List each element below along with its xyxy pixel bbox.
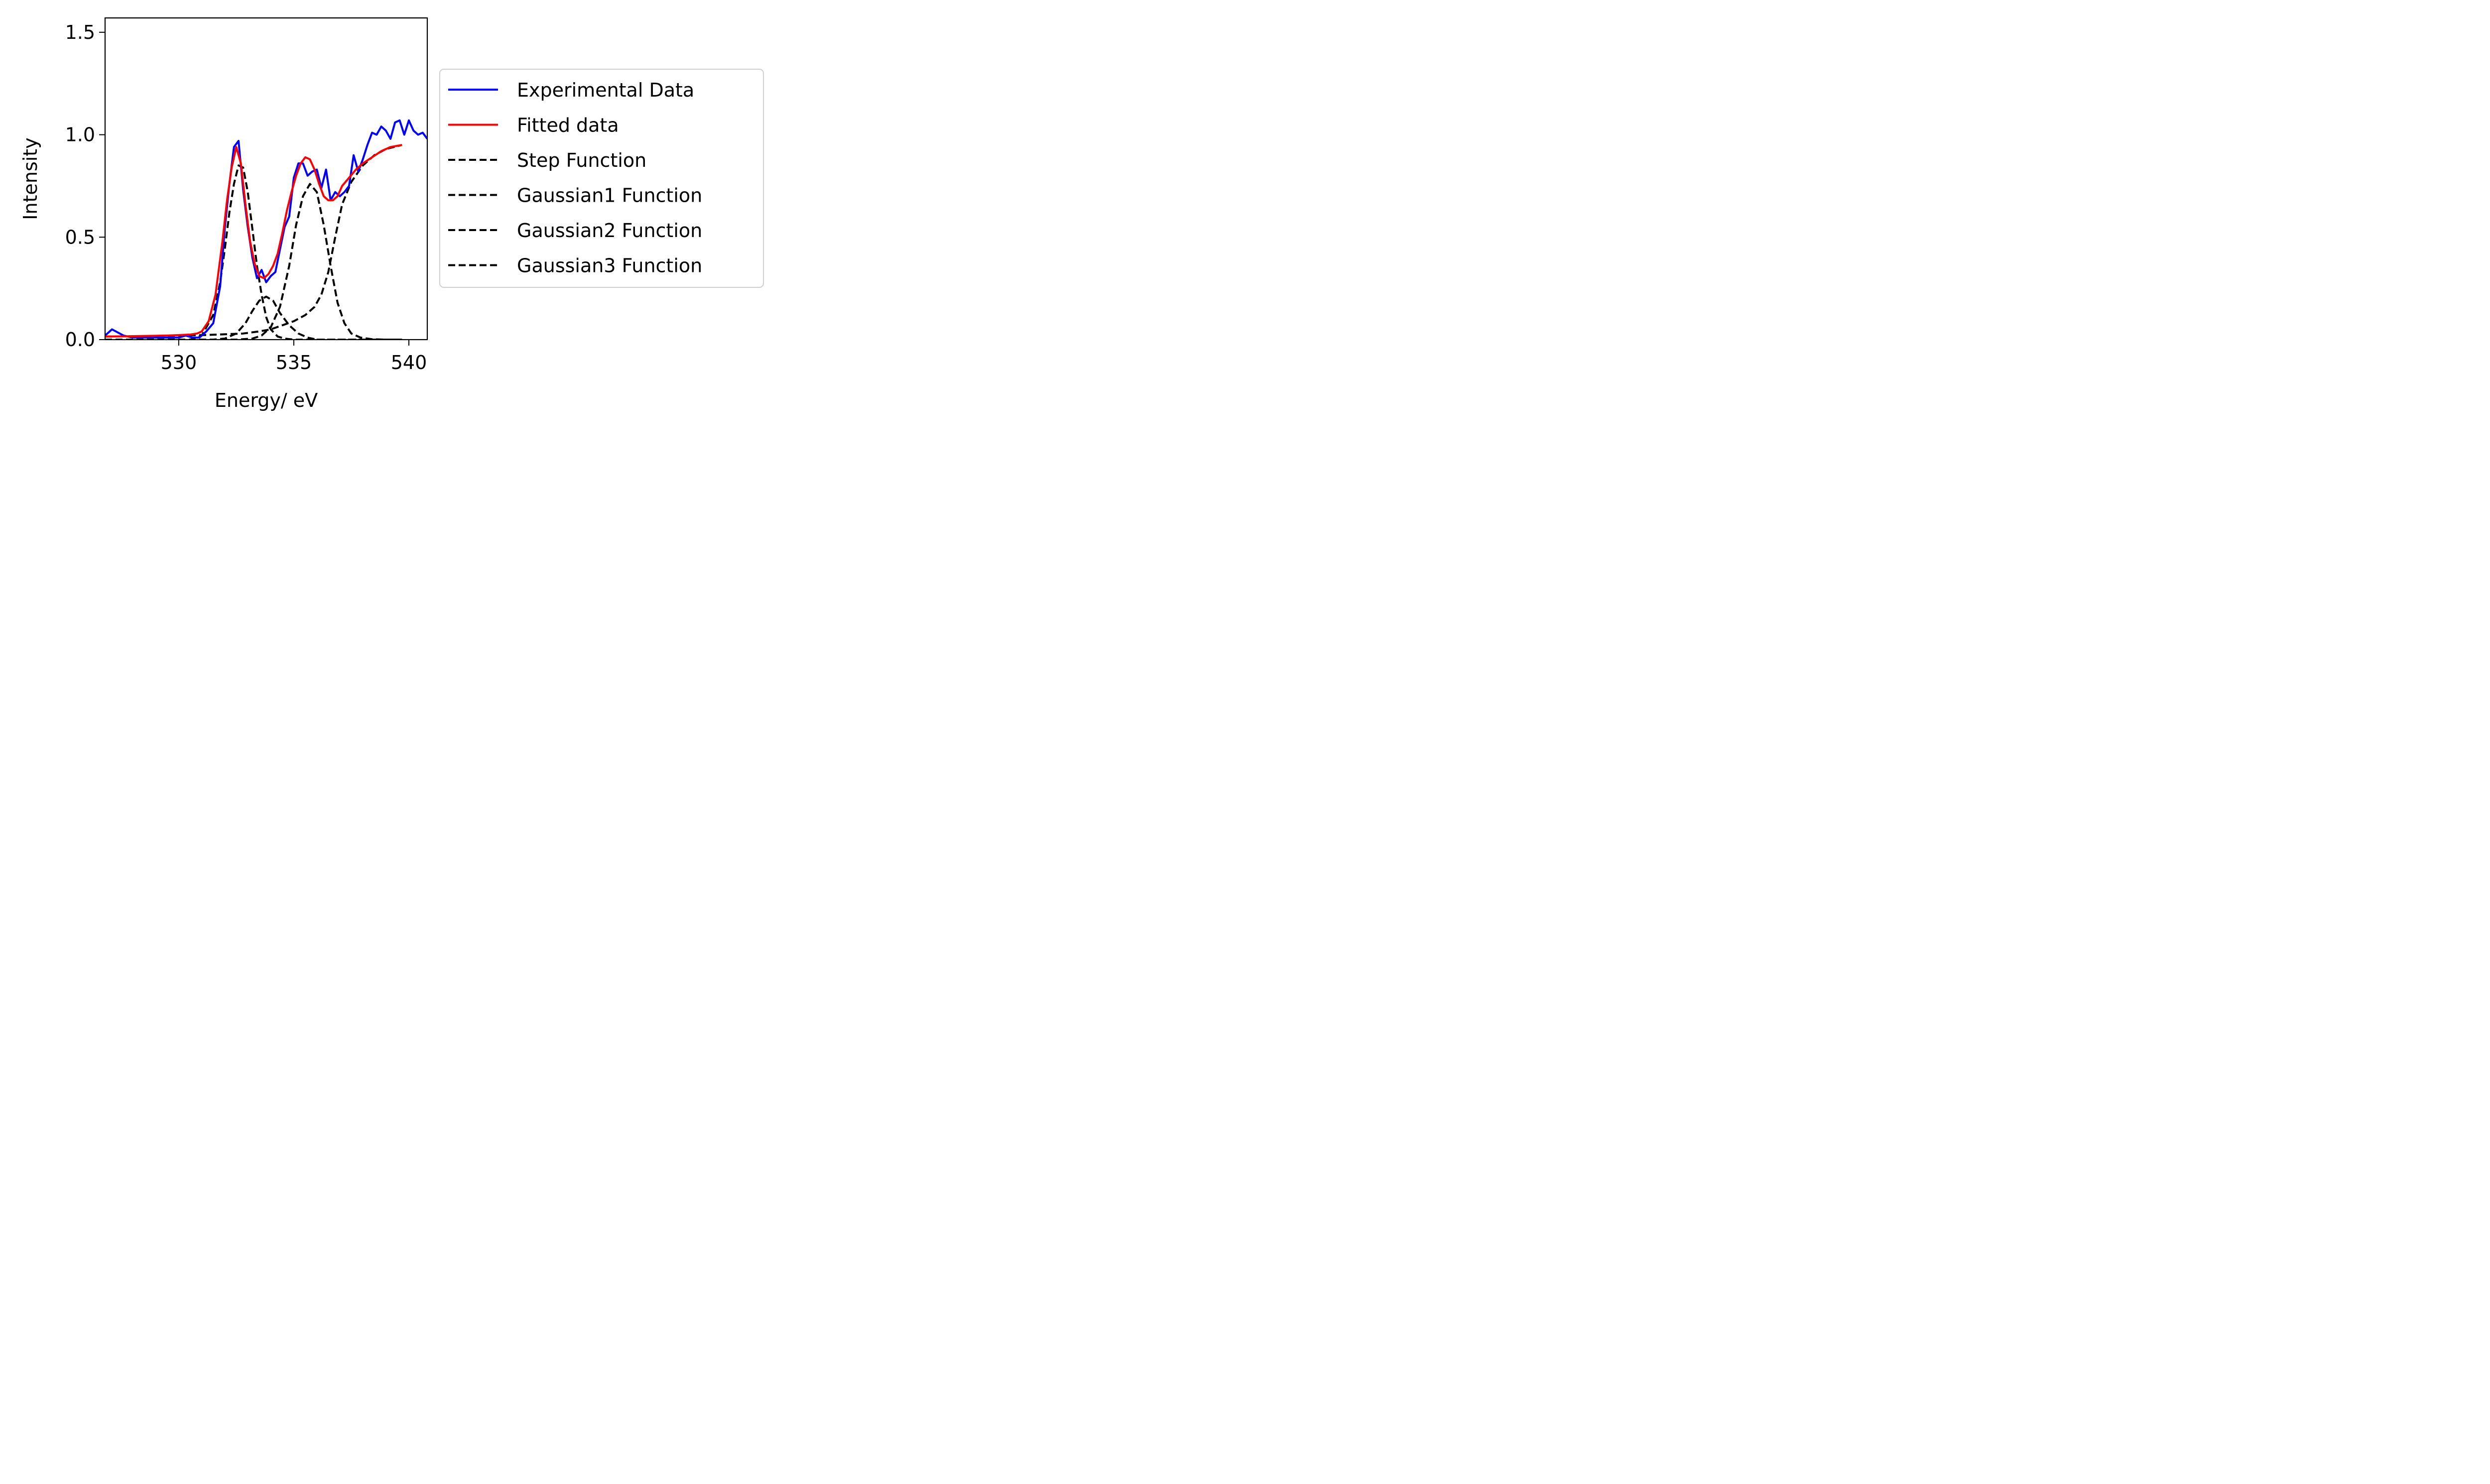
- x-tick-label: 540: [391, 352, 427, 373]
- series-line-gaussian2-function: [105, 295, 402, 340]
- legend-label: Gaussian1 Function: [517, 185, 702, 207]
- legend-box: [439, 69, 764, 288]
- x-tick-label: 530: [161, 352, 197, 373]
- legend-label: Step Function: [517, 149, 646, 171]
- y-axis: 0.0 0.5 1.0 1.5: [65, 21, 105, 351]
- x-axis-title: Energy/ eV: [215, 389, 318, 411]
- y-axis-title: Intensity: [19, 137, 41, 220]
- series-line-fitted-data: [105, 144, 402, 338]
- series-line-gaussian3-function: [105, 183, 402, 340]
- plot-area: [105, 119, 427, 340]
- legend-label: Fitted data: [517, 115, 619, 136]
- legend-label: Gaussian2 Function: [517, 220, 702, 242]
- series-line-gaussian1-function: [105, 164, 402, 340]
- legend: Experimental Data Fitted data Step Functio…: [439, 69, 764, 288]
- y-tick-label: 1.0: [65, 124, 95, 146]
- plot-frame: [104, 17, 428, 341]
- y-tick-label: 0.5: [65, 226, 95, 248]
- legend-label: Gaussian3 Function: [517, 255, 702, 277]
- chart: 530 535 540 0.0 0.5 1.0 1.5 Energy/ eV Intens…: [19, 17, 764, 411]
- series-line-experimental-data: [105, 119, 427, 339]
- y-tick-label: 1.5: [65, 21, 95, 43]
- x-tick-label: 535: [276, 352, 312, 373]
- legend-label: Experimental Data: [517, 79, 694, 101]
- y-tick-label: 0.0: [65, 329, 95, 351]
- x-axis: 530 535 540: [161, 340, 427, 373]
